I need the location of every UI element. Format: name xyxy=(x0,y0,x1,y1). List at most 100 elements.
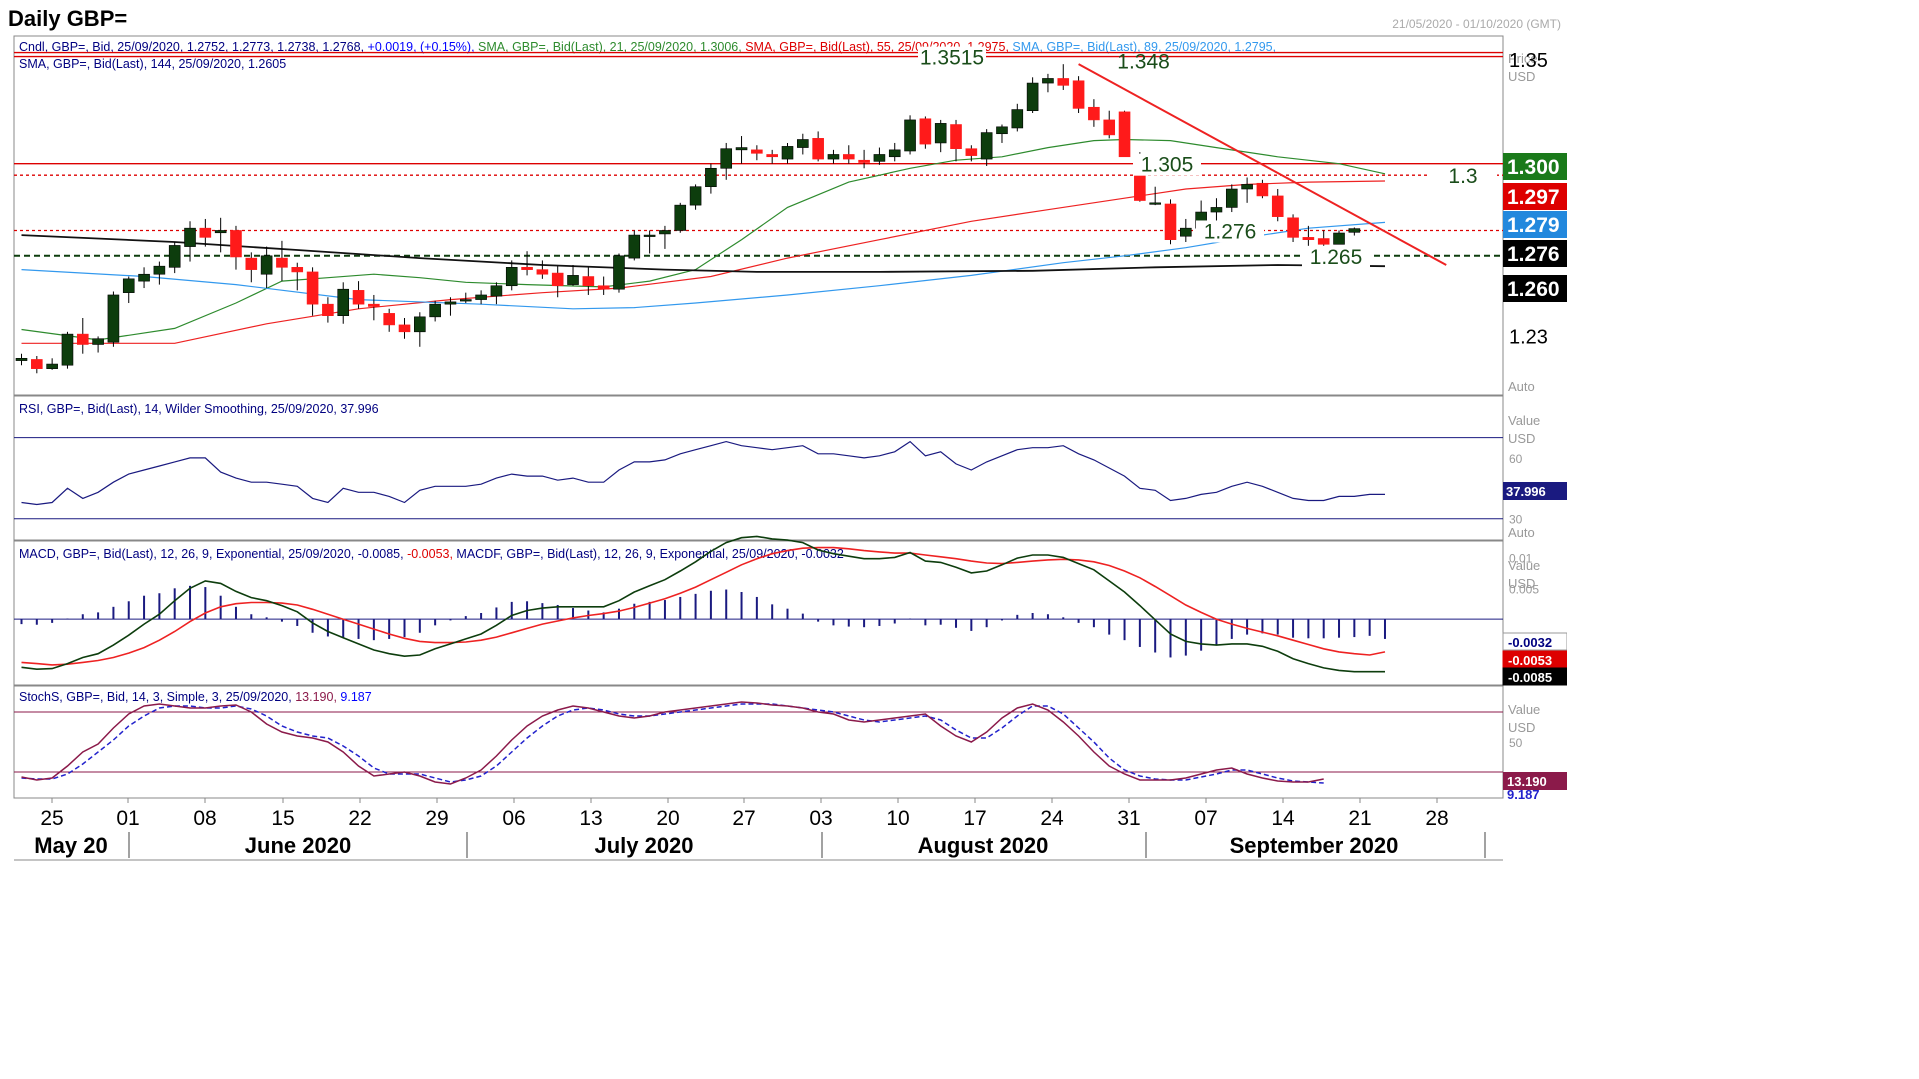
candle-body xyxy=(1118,111,1131,158)
price-tick-label: 1.35 xyxy=(1509,50,1548,72)
candle-body xyxy=(429,303,441,318)
candle xyxy=(735,136,748,164)
x-day-label: 27 xyxy=(732,807,755,830)
candle xyxy=(521,251,533,276)
main-legend-line1: Cndl, GBP=, Bid, 25/09/2020, 1.2752, 1.2… xyxy=(19,40,1276,54)
candle-body xyxy=(1287,217,1299,238)
rsi-panel: 60 30 37.996 xyxy=(14,437,1567,527)
x-day-label: 08 xyxy=(193,807,216,830)
candle-body xyxy=(306,271,319,305)
candle xyxy=(46,358,58,370)
candle xyxy=(1271,189,1284,222)
price-tag-bg xyxy=(1503,183,1567,210)
x-day-label: 03 xyxy=(809,807,832,830)
candle xyxy=(812,131,824,162)
candle xyxy=(858,149,870,169)
macd-tag: -0.0085 xyxy=(1508,670,1552,685)
candle xyxy=(245,252,258,283)
price-auto-scale-button[interactable]: Auto xyxy=(1508,379,1535,394)
x-day-label: 06 xyxy=(502,807,525,830)
candle-body xyxy=(674,204,687,231)
price-tag: 1.276 xyxy=(1507,243,1560,266)
level-label-bg xyxy=(918,46,986,69)
x-day-label: 01 xyxy=(116,807,139,830)
candle xyxy=(322,297,334,323)
rsi-tag: 37.996 xyxy=(1506,484,1546,499)
candle xyxy=(230,225,242,270)
candle xyxy=(1011,103,1024,132)
stoch-d-line xyxy=(21,703,1324,784)
macd-line xyxy=(21,535,1385,673)
candle xyxy=(475,290,487,305)
x-axis: 25 01 08 15 22 29 06 13 20 27 03 10 17 24 31 07 14 21 28 Ma… xyxy=(34,798,1486,858)
candle-body xyxy=(92,338,104,345)
x-month-label: July 2020 xyxy=(594,833,693,858)
candle-body xyxy=(827,154,840,160)
candle-body xyxy=(1225,188,1238,208)
candle xyxy=(659,225,671,249)
candle xyxy=(536,260,549,279)
candle-body xyxy=(1317,238,1330,245)
candle xyxy=(429,300,441,322)
price-tag-bg xyxy=(1503,211,1567,238)
main-legend-line2: SMA, GBP=, Bid(Last), 144, 25/09/2020, 1… xyxy=(19,57,286,71)
candle-body xyxy=(980,132,993,160)
svg-text:USD: USD xyxy=(1508,576,1535,591)
candle xyxy=(306,267,319,316)
candle-body xyxy=(1333,232,1345,245)
candle-body xyxy=(322,303,334,316)
candle xyxy=(1118,110,1131,158)
candle xyxy=(904,115,916,155)
x-month-label: August 2020 xyxy=(918,833,1049,858)
candle xyxy=(490,282,503,305)
candle xyxy=(582,267,595,295)
candle-body xyxy=(276,257,288,268)
macd-tag: -0.0032 xyxy=(1508,635,1552,650)
candle-body xyxy=(965,148,978,156)
candle-body xyxy=(291,267,304,273)
x-month-label: May 20 xyxy=(34,833,107,858)
candle xyxy=(168,241,181,274)
stoch-tag: 13.190 xyxy=(1507,774,1547,789)
macd-tag-bg xyxy=(1502,632,1567,651)
candle-body xyxy=(46,363,58,369)
candle xyxy=(827,149,840,164)
rsi-axis-label: Value USD xyxy=(1508,413,1540,446)
candle xyxy=(797,133,809,155)
candle xyxy=(643,230,656,254)
candle-body xyxy=(659,230,671,235)
candle xyxy=(61,331,74,369)
svg-text:Value: Value xyxy=(1508,558,1540,573)
candle xyxy=(613,253,625,293)
x-day-label: 22 xyxy=(348,807,371,830)
candle xyxy=(383,308,395,332)
date-range: 21/05/2020 - 01/10/2020 (GMT) xyxy=(1392,17,1561,31)
candle-body xyxy=(1180,227,1192,237)
candle-body xyxy=(1149,202,1161,205)
candle-body xyxy=(107,294,120,343)
candle-body xyxy=(551,272,564,287)
candle xyxy=(1042,73,1054,93)
candle-body xyxy=(245,257,258,270)
svg-text:USD: USD xyxy=(1508,720,1535,735)
level-label-bg xyxy=(1133,153,1201,176)
x-day-label: 21 xyxy=(1348,807,1371,830)
candle-body xyxy=(1072,80,1085,109)
candle-body xyxy=(490,285,503,297)
rsi-auto-scale-button[interactable]: Auto xyxy=(1508,525,1535,540)
stoch-tag-bg xyxy=(1503,772,1567,790)
candle xyxy=(199,218,212,247)
candle xyxy=(781,142,794,164)
candle xyxy=(352,281,365,309)
candle xyxy=(950,119,962,162)
candle xyxy=(980,129,993,166)
candle xyxy=(873,147,886,165)
candle xyxy=(122,276,135,304)
candle xyxy=(138,267,150,289)
candle-body xyxy=(337,288,350,316)
candle xyxy=(337,282,350,324)
candle-body xyxy=(76,333,89,345)
candle-body xyxy=(735,147,748,151)
svg-text:Value: Value xyxy=(1508,413,1540,428)
